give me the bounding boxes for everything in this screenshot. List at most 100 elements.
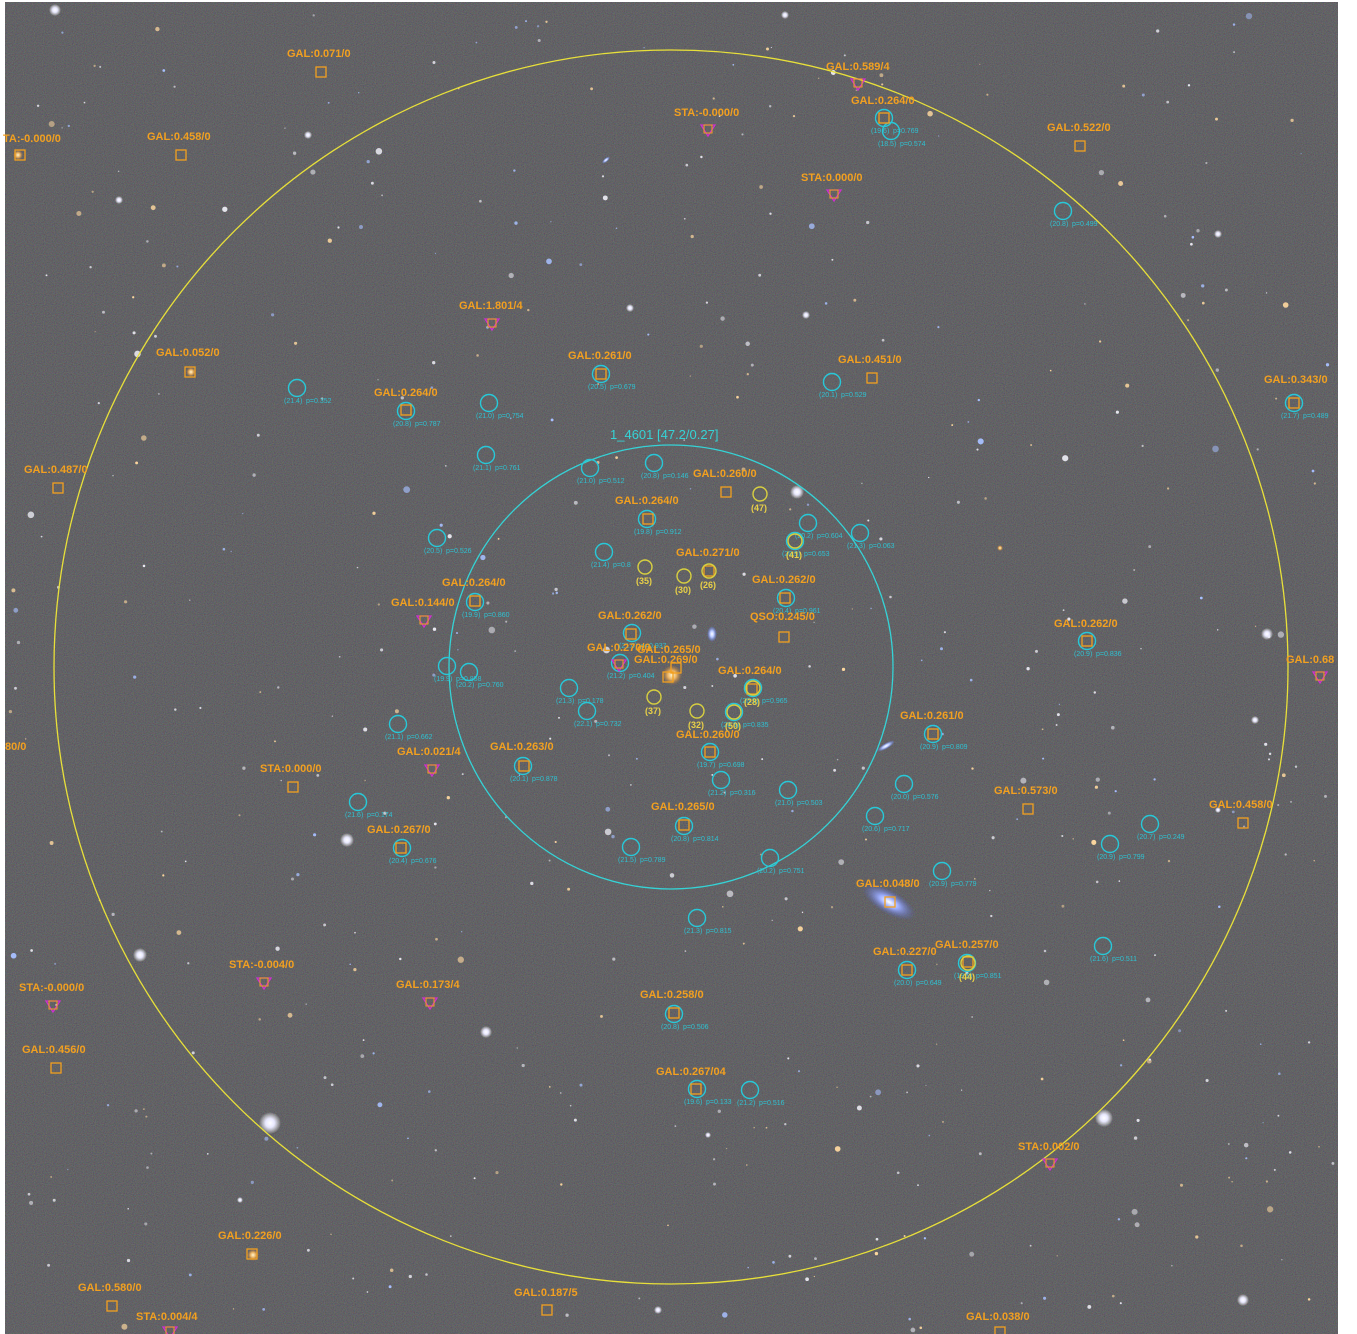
galaxy-marker-square (704, 746, 716, 758)
spec-redshift-label: GAL:0.260/0 (693, 468, 757, 498)
member-probability: p=0.503 (797, 800, 823, 807)
background-star (134, 1109, 138, 1113)
background-star (969, 1251, 975, 1257)
spec-label-text: GAL:0.458/0 (1209, 799, 1273, 811)
member-circle (287, 378, 307, 398)
background-star (889, 595, 892, 599)
background-star (1284, 853, 1287, 856)
galaxy-marker-square (1288, 397, 1300, 409)
cluster-member: (19.8) p=0.912 (634, 509, 682, 536)
background-star (647, 333, 650, 336)
background-star (750, 363, 754, 367)
member-circle (437, 656, 457, 676)
cluster-member: (20.9) p=0.835 (721, 702, 769, 729)
background-star (259, 691, 262, 694)
spec-redshift-label: GAL:0.226/0 (218, 1230, 282, 1260)
background-star (1190, 242, 1193, 246)
background-star (48, 121, 55, 127)
background-star (155, 26, 160, 32)
background-star (536, 25, 540, 28)
background-star (97, 401, 100, 405)
member-magnitude: (20.8) (393, 421, 411, 428)
background-star (388, 1285, 392, 1289)
spec-redshift-label: GAL:1.801/4 (459, 300, 523, 332)
background-star (874, 1251, 879, 1256)
galaxy-marker-square (14, 149, 26, 161)
background-star (1125, 383, 1130, 388)
member-magnitude: (21.0) (775, 800, 793, 807)
background-star (433, 822, 437, 826)
spec-redshift-label: GAL:0.258/0 (640, 989, 704, 1019)
background-star (1141, 93, 1145, 97)
cluster-member: (20.8) p=0.814 (671, 816, 719, 843)
member-circle (459, 662, 479, 682)
member-magnitude: (21.2) (607, 673, 625, 680)
member-probability: p=0.815 (706, 928, 732, 935)
background-star (174, 708, 177, 711)
background-star (377, 603, 380, 606)
background-star (11, 588, 16, 593)
background-star (461, 773, 464, 776)
background-star (1133, 1136, 1138, 1140)
bcg-candidate: (44) (959, 955, 976, 982)
member-probability: p=0.760 (478, 682, 504, 689)
spec-redshift-label: GAL:0.451/0 (838, 354, 902, 384)
spec-label-text: GAL:0.264/0 (851, 95, 915, 107)
background-star (310, 169, 316, 175)
spec-redshift-label: GAL:0.263/0 (490, 741, 554, 772)
spec-label-text: STA:-0.004/0 (229, 959, 294, 971)
cluster-member: (20.9) p=0.799 (1097, 834, 1145, 861)
bcg-candidate: (26) (700, 563, 717, 590)
cluster-member: (20.9) p=0.809 (920, 724, 968, 751)
background-star (434, 866, 437, 869)
background-star (784, 897, 788, 901)
background-star (1180, 1183, 1183, 1187)
background-star (327, 101, 330, 104)
cluster-member: (20.4) p=0.676 (389, 838, 437, 865)
background-star (366, 159, 370, 164)
background-star (1166, 487, 1170, 490)
background-star (759, 185, 763, 189)
background-star (692, 624, 697, 629)
cluster-member: (21.2) p=0.404 (607, 653, 655, 680)
cluster-member: (21.2) p=0.316 (708, 770, 756, 797)
background-star (605, 806, 611, 812)
background-star (977, 438, 984, 445)
spec-redshift-label: STA:-0.000/0 (19, 982, 84, 1014)
background-star (1171, 1265, 1173, 1267)
background-star (111, 912, 115, 917)
member-probability: p=0.787 (415, 421, 441, 428)
background-star (514, 221, 518, 225)
member-probability: p=0.835 (743, 722, 769, 729)
background-star (834, 1146, 841, 1152)
cluster-member: (20.9) p=0.779 (929, 861, 977, 888)
background-star (91, 190, 94, 193)
bcg-circle (701, 563, 717, 579)
galaxy-marker-square (595, 368, 607, 380)
background-star (430, 386, 434, 389)
bright-star (1214, 230, 1222, 238)
spec-label-text: GAL:0.264/0 (718, 665, 782, 677)
bright-star (304, 131, 312, 139)
background-star (145, 1115, 148, 1118)
background-star (908, 951, 911, 953)
spec-label-text: QSO:0.245/0 (750, 611, 815, 623)
background-star (971, 1016, 974, 1018)
background-star (287, 1012, 293, 1018)
spec-label-text: STA:0.000/0 (260, 763, 322, 775)
background-star (1062, 455, 1069, 462)
spec-label-text: 80/0 (5, 741, 26, 753)
background-star (683, 217, 686, 220)
bcg-rank-label: (32) (688, 720, 704, 730)
background-star (579, 1083, 583, 1087)
background-star (806, 503, 810, 506)
background-star (741, 467, 746, 472)
background-star (230, 550, 232, 553)
member-circle (785, 531, 805, 551)
background-star (989, 889, 991, 892)
background-star (1243, 1142, 1249, 1148)
background-star (381, 194, 384, 197)
background-star (1307, 1041, 1311, 1044)
background-star (711, 773, 714, 776)
spec-label-text: STA:0.004/4 (136, 1311, 198, 1323)
